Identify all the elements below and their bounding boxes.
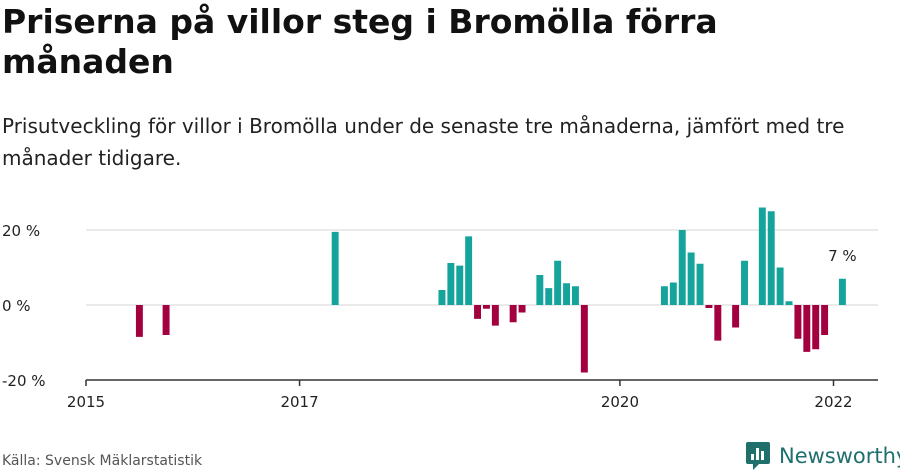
bar bbox=[794, 305, 802, 339]
bar bbox=[732, 305, 740, 328]
bar bbox=[482, 305, 490, 309]
bar bbox=[812, 305, 820, 350]
bar bbox=[447, 263, 455, 305]
bar bbox=[135, 305, 143, 337]
bar bbox=[536, 275, 544, 305]
bar bbox=[821, 305, 829, 335]
bar bbox=[456, 265, 464, 305]
bar bbox=[678, 230, 686, 305]
bar bbox=[785, 301, 793, 305]
brand-logo: Newsworthy bbox=[745, 440, 900, 472]
bar bbox=[660, 286, 668, 305]
bar bbox=[491, 305, 499, 326]
bar bbox=[696, 263, 704, 305]
bar bbox=[758, 207, 766, 305]
bar bbox=[563, 283, 571, 305]
bar bbox=[474, 305, 482, 319]
bar bbox=[705, 305, 713, 308]
y-tick-label: 0 % bbox=[2, 297, 31, 315]
data-label: 7 % bbox=[828, 247, 857, 265]
source-note: Källa: Svensk Mäklarstatistik bbox=[2, 453, 203, 469]
bar bbox=[518, 305, 526, 313]
bar bbox=[465, 236, 473, 305]
bar bbox=[687, 252, 695, 305]
bar bbox=[331, 231, 339, 305]
bar bbox=[545, 288, 553, 305]
bar bbox=[162, 305, 170, 335]
bar bbox=[571, 286, 579, 305]
bar-chart: 20 % 0 % -20 % 2015 2017 2020 2022 7 % bbox=[2, 207, 878, 411]
chart-subtitle: Prisutveckling för villor i Bromölla und… bbox=[2, 114, 845, 170]
bar bbox=[767, 211, 775, 305]
bar bbox=[776, 267, 784, 305]
bar bbox=[803, 305, 811, 352]
bar bbox=[741, 260, 748, 305]
bar bbox=[714, 305, 722, 341]
bar bbox=[554, 260, 562, 305]
bar bbox=[580, 305, 588, 373]
x-tick-label: 2022 bbox=[814, 393, 852, 411]
bar bbox=[669, 282, 677, 305]
bar bbox=[838, 278, 846, 305]
x-tick-label: 2015 bbox=[67, 393, 105, 411]
x-tick-label: 2017 bbox=[280, 393, 318, 411]
newsworthy-logo-icon bbox=[746, 442, 770, 470]
y-tick-label: -20 % bbox=[2, 372, 46, 390]
x-tick-label: 2020 bbox=[601, 393, 639, 411]
bar bbox=[438, 290, 446, 305]
brand-name: Newsworthy bbox=[779, 444, 900, 468]
bar bbox=[509, 305, 517, 323]
y-tick-label: 20 % bbox=[2, 222, 40, 240]
chart-title: Priserna på villor steg i Bromölla förra… bbox=[2, 2, 718, 81]
